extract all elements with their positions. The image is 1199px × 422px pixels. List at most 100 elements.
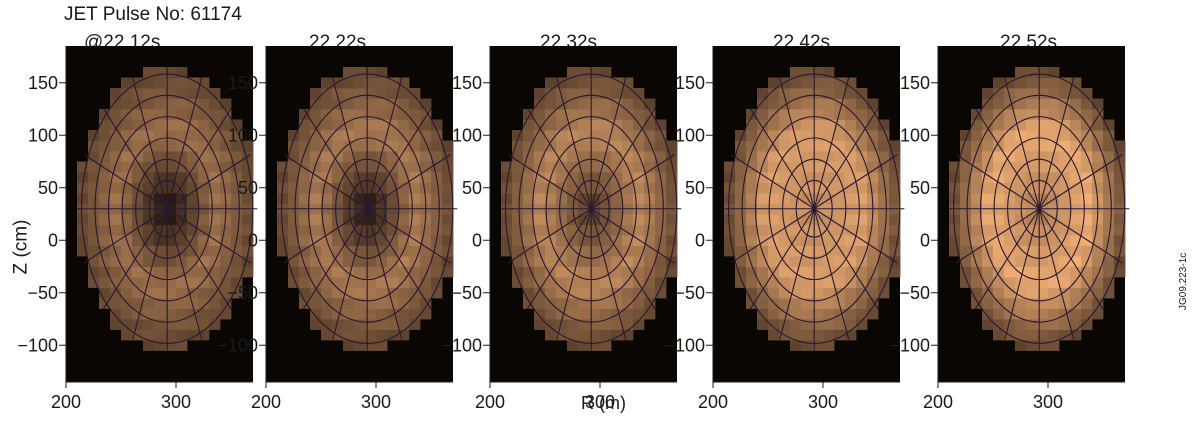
emission-pixel (757, 161, 769, 173)
emission-pixel (398, 235, 410, 246)
emission-pixel (277, 235, 289, 246)
emission-pixel (1037, 109, 1049, 120)
emission-pixel (578, 161, 590, 173)
emission-pixel (644, 98, 656, 110)
emission-pixel (1037, 287, 1049, 299)
emission-pixel (545, 214, 557, 225)
emission-pixel (143, 172, 155, 183)
emission-pixel (209, 319, 221, 330)
emission-pixel (1004, 161, 1016, 173)
emission-pixel (176, 88, 188, 99)
y-tick-label: 50 (462, 178, 482, 198)
emission-pixel (1048, 256, 1060, 267)
emission-pixel (231, 140, 243, 152)
emission-pixel (878, 256, 890, 267)
emission-pixel (231, 130, 243, 141)
emission-pixel (343, 151, 355, 162)
emission-pixel (534, 235, 546, 246)
emission-pixel (534, 277, 546, 288)
emission-pixel (1026, 182, 1038, 194)
emission-pixel (365, 287, 377, 299)
emission-pixel (154, 151, 166, 162)
emission-pixel (746, 235, 758, 246)
emission-pixel (1048, 224, 1060, 236)
emission-pixel (746, 287, 758, 299)
emission-pixel (812, 235, 824, 246)
emission-pixel (299, 140, 311, 152)
emission-pixel (523, 130, 535, 141)
emission-pixel (512, 256, 524, 267)
poloidal-line (955, 208, 1040, 264)
emission-pixel (220, 140, 232, 152)
emission-pixel (812, 88, 824, 99)
emission-pixel (343, 140, 355, 152)
emission-pixel (578, 109, 590, 120)
emission-pixel (757, 130, 769, 141)
emission-pixel (746, 256, 758, 267)
emission-pixel (1070, 172, 1082, 183)
emission-pixel (768, 329, 780, 341)
emission-pixel (746, 119, 758, 131)
emission-pixel (801, 130, 813, 141)
emission-pixel (321, 77, 333, 89)
emission-pixel (1059, 109, 1071, 120)
emission-pixel (823, 88, 835, 99)
emission-pixel (176, 287, 188, 299)
emission-pixel (790, 277, 802, 288)
emission-pixel (812, 119, 824, 131)
poloidal-line (366, 208, 403, 340)
emission-pixel (1059, 161, 1071, 173)
emission-pixel (143, 245, 155, 257)
emission-pixel (132, 277, 144, 288)
emission-pixel (310, 151, 322, 162)
emission-pixel (165, 319, 177, 330)
emission-pixel (545, 224, 557, 236)
emission-pixel (1081, 319, 1093, 330)
emission-pixel (277, 214, 289, 225)
emission-pixel (198, 88, 210, 99)
emission-pixel (121, 214, 133, 225)
emission-pixel (845, 266, 857, 278)
emission-pixel (856, 319, 868, 330)
emission-pixel (110, 319, 122, 330)
emission-pixel (1037, 214, 1049, 225)
emission-pixel (209, 109, 221, 120)
emission-pixel (993, 214, 1005, 225)
emission-pixel (288, 193, 300, 204)
emission-pixel (165, 224, 177, 236)
emission-pixel (556, 214, 568, 225)
poloidal-line (955, 154, 1040, 210)
poloidal-line (1038, 208, 1075, 340)
emission-pixel (949, 245, 961, 257)
emission-pixel (1026, 256, 1038, 267)
emission-pixel (1048, 67, 1060, 78)
emission-pixel (299, 151, 311, 162)
emission-pixel (398, 214, 410, 225)
y-tick-label: 0 (48, 230, 58, 250)
emission-pixel (845, 277, 857, 288)
emission-pixel (589, 340, 601, 351)
emission-pixel (523, 214, 535, 225)
emission-pixel (132, 119, 144, 131)
emission-pixel (387, 182, 399, 194)
emission-pixel (633, 88, 645, 99)
emission-pixel (757, 245, 769, 257)
emission-pixel (982, 214, 994, 225)
emission-pixel (600, 256, 612, 267)
emission-pixel (534, 98, 546, 110)
emission-pixel (845, 172, 857, 183)
y-tick-label: 50 (685, 178, 705, 198)
emission-pixel (176, 256, 188, 267)
emission-pixel (779, 235, 791, 246)
emission-pixel (878, 130, 890, 141)
emission-pixel (982, 88, 994, 99)
emission-pixel (960, 235, 972, 246)
emission-pixel (993, 193, 1005, 204)
emission-pixel (154, 98, 166, 110)
emission-pixel (198, 277, 210, 288)
poloidal-line (132, 77, 168, 209)
emission-pixel (578, 151, 590, 162)
emission-pixel (332, 161, 344, 173)
emission-pixel (77, 245, 89, 257)
emission-pixel (1026, 245, 1038, 257)
